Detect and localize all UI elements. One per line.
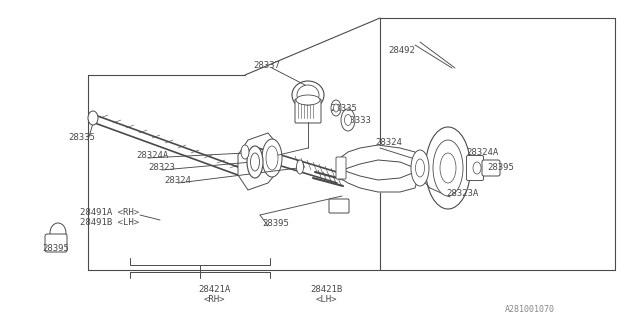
Ellipse shape (344, 115, 351, 125)
Ellipse shape (333, 104, 339, 112)
Polygon shape (238, 133, 278, 190)
Text: 28492: 28492 (388, 45, 415, 54)
Ellipse shape (331, 100, 341, 116)
Text: 28395: 28395 (262, 219, 289, 228)
FancyBboxPatch shape (467, 156, 483, 180)
Text: 28491A <RH>: 28491A <RH> (80, 207, 139, 217)
Polygon shape (340, 145, 418, 180)
Text: 28337: 28337 (253, 60, 280, 69)
Text: 28491B <LH>: 28491B <LH> (80, 218, 139, 227)
Ellipse shape (250, 153, 259, 171)
Ellipse shape (292, 81, 324, 109)
Ellipse shape (411, 150, 429, 186)
FancyBboxPatch shape (329, 199, 349, 213)
Ellipse shape (262, 139, 282, 177)
Ellipse shape (473, 162, 481, 174)
Text: 28323A: 28323A (446, 188, 478, 197)
Text: 28324: 28324 (375, 138, 402, 147)
Ellipse shape (50, 223, 66, 243)
Polygon shape (340, 160, 418, 192)
Ellipse shape (426, 127, 470, 209)
Ellipse shape (433, 140, 463, 196)
Text: 28395: 28395 (42, 244, 69, 252)
Text: 28421A: 28421A (198, 284, 230, 293)
Text: <LH>: <LH> (316, 294, 337, 303)
FancyBboxPatch shape (482, 160, 500, 176)
Text: 28324A: 28324A (466, 148, 499, 156)
Ellipse shape (241, 145, 249, 159)
Text: 28335: 28335 (68, 132, 95, 141)
Ellipse shape (88, 111, 98, 125)
Text: A281001070: A281001070 (505, 305, 555, 314)
FancyBboxPatch shape (336, 157, 346, 179)
Text: 28324A: 28324A (136, 150, 168, 159)
Text: 28421B: 28421B (310, 284, 342, 293)
Ellipse shape (341, 109, 355, 131)
Text: 28333: 28333 (344, 116, 371, 124)
Ellipse shape (297, 85, 319, 105)
Text: 28323: 28323 (148, 163, 175, 172)
Ellipse shape (296, 160, 303, 174)
Text: <RH>: <RH> (204, 294, 225, 303)
Ellipse shape (296, 95, 320, 105)
Ellipse shape (266, 146, 278, 170)
Text: 28335: 28335 (330, 103, 357, 113)
Ellipse shape (440, 153, 456, 183)
Ellipse shape (415, 159, 424, 177)
Text: 28395: 28395 (487, 163, 514, 172)
FancyBboxPatch shape (45, 234, 67, 252)
Text: 28324: 28324 (164, 175, 191, 185)
Ellipse shape (247, 146, 263, 178)
FancyBboxPatch shape (295, 99, 321, 123)
